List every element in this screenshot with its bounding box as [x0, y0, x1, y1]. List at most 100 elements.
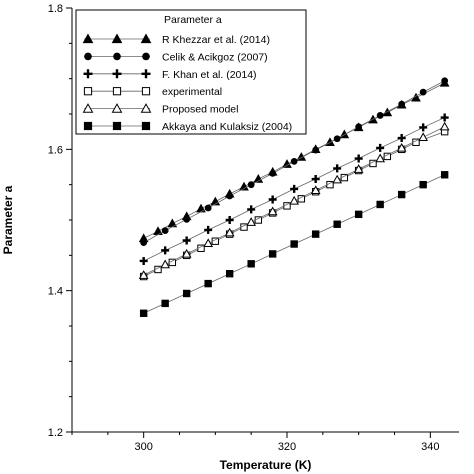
axes: 300 320 340 1.2 1.4 1.6 1.8 [48, 3, 459, 453]
data-point [440, 171, 449, 179]
legend-marker [112, 121, 122, 131]
legend-marker [113, 52, 121, 61]
x-axis-title: Temperature (K) [220, 458, 312, 472]
data-point [239, 181, 249, 191]
data-point [333, 135, 341, 143]
x-tick-label: 320 [278, 441, 296, 453]
legend-title: Parameter a [164, 14, 222, 26]
data-point [161, 227, 169, 235]
data-point [139, 309, 148, 317]
legend-marker [111, 103, 123, 113]
data-point [203, 238, 214, 248]
data-point [224, 227, 235, 237]
legend-marker [141, 87, 151, 96]
y-tick-label: 1.8 [48, 3, 63, 15]
data-point [247, 260, 255, 268]
data-point [355, 123, 363, 131]
legend: Parameter a R Khezzar et al. (2014) Celik … [75, 9, 307, 135]
data-point [160, 259, 171, 269]
legend-marker [82, 33, 94, 44]
x-tick-label: 300 [134, 441, 152, 453]
series-5 [138, 121, 450, 279]
legend-entry: Proposed model [82, 103, 238, 116]
data-point [140, 239, 148, 247]
legend-entry: experimental [83, 86, 222, 98]
legend-label: Akkaya and Kulaksiz (2004) [162, 121, 292, 133]
data-point [269, 169, 277, 177]
legend-label: R Khezzar et al. (2014) [162, 34, 270, 46]
data-point [204, 225, 213, 234]
legend-label: experimental [162, 86, 222, 98]
data-point [226, 192, 234, 200]
data-point [419, 123, 428, 132]
data-point [247, 181, 255, 189]
data-point [312, 146, 320, 154]
legend-marker [84, 52, 92, 61]
data-point [376, 200, 384, 209]
data-point [440, 113, 449, 122]
data-point [382, 107, 393, 117]
data-point [196, 203, 206, 213]
data-point [333, 164, 342, 173]
series-6 [139, 171, 449, 317]
y-axis-title: Parameter a [1, 185, 15, 254]
legend-marker [141, 69, 151, 79]
data-point [138, 270, 149, 279]
data-point [225, 270, 234, 278]
data-point [333, 220, 341, 228]
data-point [289, 195, 300, 205]
data-point [439, 121, 450, 131]
data-point [397, 190, 406, 199]
legend-box [75, 9, 307, 135]
legend-entry: Akkaya and Kulaksiz (2004) [83, 121, 292, 133]
data-point [290, 240, 298, 248]
data-point [419, 180, 427, 189]
data-point [182, 289, 191, 298]
series-layer [138, 77, 450, 317]
data-point [354, 210, 363, 219]
legend-marker [111, 33, 123, 44]
legend-marker [141, 121, 151, 131]
legend-entry: Celik & Acikgoz (2007) [84, 51, 268, 63]
y-tick-label: 1.2 [48, 427, 63, 439]
data-point [353, 164, 364, 173]
legend-marker [112, 87, 122, 96]
legend-marker [142, 52, 150, 61]
data-point [225, 216, 234, 224]
data-point [310, 185, 321, 195]
y-tick-label: 1.4 [48, 286, 63, 298]
legend-marker [112, 69, 122, 79]
data-point [204, 279, 212, 288]
data-point [418, 132, 429, 142]
data-point [182, 236, 191, 245]
data-point [246, 217, 257, 226]
series-2 [140, 77, 449, 247]
legend-marker [82, 103, 94, 113]
data-point [204, 204, 212, 212]
data-point [397, 134, 406, 143]
data-point [419, 88, 427, 96]
data-point [290, 157, 298, 165]
legend-marker [83, 121, 93, 131]
data-point [332, 174, 343, 184]
data-point [267, 206, 278, 216]
legend-marker [83, 69, 93, 79]
series-3 [139, 113, 449, 265]
y-tick-label: 1.6 [48, 144, 63, 156]
data-point [396, 142, 407, 152]
data-point [290, 184, 299, 193]
legend-marker [83, 87, 93, 96]
legend-entry: F. Khan et al. (2014) [83, 69, 257, 81]
x-tick-label: 340 [421, 441, 439, 453]
data-point [441, 77, 449, 85]
data-point [247, 205, 256, 214]
legend-label: Celik & Acikgoz (2007) [162, 51, 268, 63]
data-point [376, 143, 385, 152]
data-point [268, 250, 277, 258]
data-point [253, 173, 264, 183]
data-point [311, 230, 320, 238]
data-point [311, 175, 320, 184]
data-point [354, 154, 363, 163]
data-point [282, 159, 292, 168]
